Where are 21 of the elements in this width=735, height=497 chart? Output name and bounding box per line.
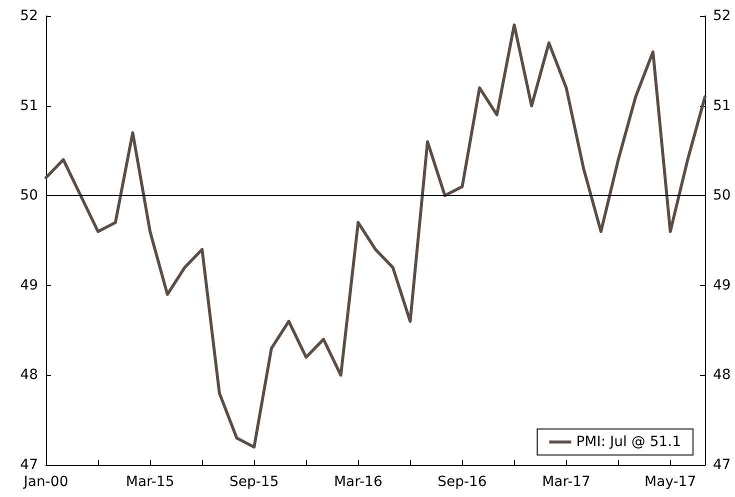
y2-tick-label: 51: [713, 98, 731, 114]
x-tick-label: Mar-17: [542, 474, 590, 490]
y-tick-label: 48: [20, 367, 38, 384]
y2-tick-label: 48: [713, 367, 731, 384]
y-tick-label: 49: [20, 277, 38, 294]
x-tick-label: Mar-16: [334, 474, 382, 490]
y-tick-label: 51: [20, 98, 38, 114]
x-tick-label: Sep-15: [229, 474, 279, 490]
x-tick-label: Mar-15: [126, 474, 174, 490]
y2-tick-label: 49: [713, 277, 731, 294]
x-tick-label: Sep-16: [438, 474, 487, 490]
y-tick-label: 50: [20, 188, 38, 204]
y-tick-label: 52: [20, 8, 38, 24]
x-tick-label: May-17: [644, 474, 696, 490]
legend-label: PMI: Jul @ 51.1: [576, 434, 681, 450]
line-series: [44, 23, 706, 449]
y2-tick-label: 50: [713, 188, 731, 204]
y2-tick-label: 52: [713, 8, 731, 24]
y2-tick-label: 47: [713, 457, 731, 473]
x-tick-label: Jan-00: [22, 474, 68, 490]
y-tick-label: 47: [20, 457, 38, 473]
